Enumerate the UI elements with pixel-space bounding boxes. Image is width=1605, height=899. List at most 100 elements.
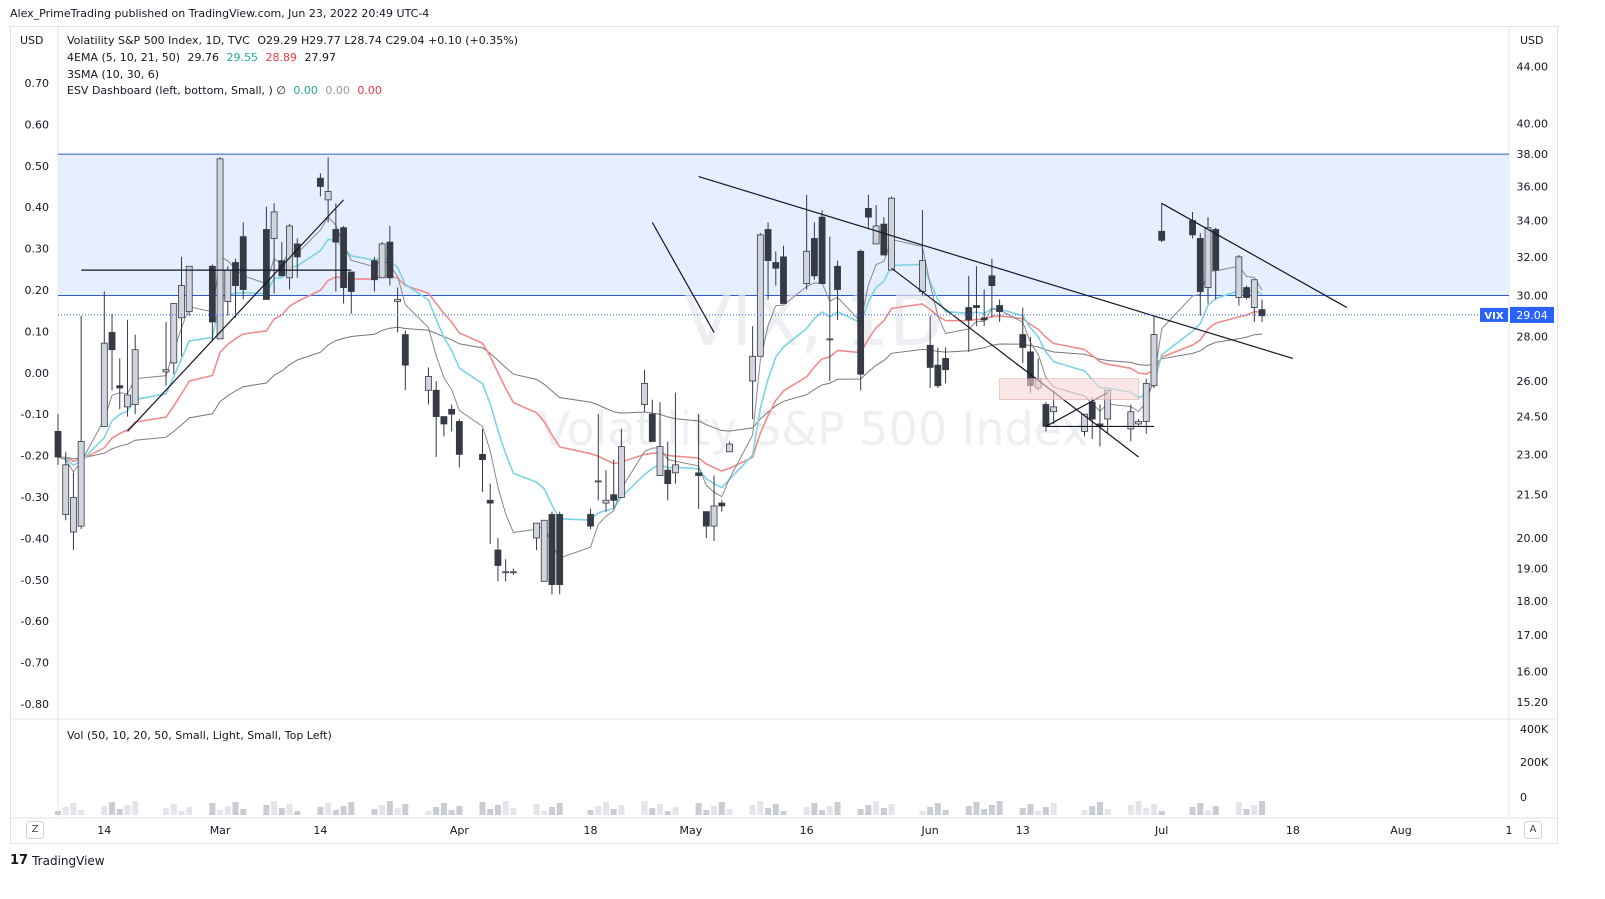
left-axis-tick: 0.20	[25, 284, 50, 297]
volume-bar	[811, 803, 818, 815]
candle-body	[926, 344, 934, 368]
time-axis-tick: Jun	[921, 824, 939, 837]
candle-body	[864, 208, 872, 218]
watermark-symbol: VIX, 1D	[684, 280, 943, 362]
volume-bar	[996, 801, 1003, 815]
volume-bar	[456, 806, 463, 815]
candle-body	[533, 522, 540, 539]
legend-title-row: Volatility S&P 500 Index, 1D, TVC O29.29…	[67, 34, 522, 47]
candle-body	[1158, 230, 1166, 241]
candle-body	[262, 229, 270, 300]
volume-bar	[278, 808, 285, 815]
candle-body	[394, 299, 401, 302]
candle-body	[178, 285, 185, 319]
candle-body	[872, 225, 880, 245]
zoom-button[interactable]: Z	[26, 821, 44, 839]
candle-body	[610, 494, 618, 501]
ema-value-1: 29.76	[187, 51, 220, 64]
volume-bar	[981, 809, 988, 815]
volume-bar	[711, 806, 718, 815]
volume-bar	[1104, 809, 1111, 815]
volume-bar	[487, 809, 494, 815]
volume-bar	[880, 808, 887, 815]
volume-bar	[657, 804, 664, 815]
volume-bar	[556, 803, 563, 815]
candle-body	[432, 389, 440, 417]
volume-axis-tick: 0	[1520, 791, 1527, 804]
esv-value-1: 0.00	[293, 84, 318, 97]
volume-bar	[1243, 809, 1250, 815]
candle-body	[455, 421, 463, 455]
candle-body	[988, 275, 996, 286]
time-axis-tick: Mar	[210, 824, 231, 837]
candle-body	[672, 464, 679, 474]
candle-body	[965, 307, 973, 321]
volume-legend[interactable]: Vol (50, 10, 20, 50, Small, Light, Small…	[67, 729, 332, 742]
candle-body	[618, 446, 625, 498]
auto-scale-button[interactable]: A	[1524, 821, 1542, 839]
right-axis-tick: 23.00	[1517, 448, 1549, 461]
volume-bar	[934, 803, 941, 815]
candle-body	[919, 260, 926, 292]
ema-21-line	[57, 275, 1263, 472]
legend-sma-row[interactable]: 3SMA (10, 30, 6)	[67, 68, 163, 81]
candle-body	[378, 243, 386, 279]
volume-bar	[757, 801, 764, 815]
candle-body	[70, 497, 77, 533]
candle-body	[934, 364, 942, 387]
left-axis-tick: 0.50	[25, 160, 50, 173]
volume-bar	[1019, 808, 1026, 815]
right-axis-tick: 40.00	[1517, 117, 1549, 130]
volume-bar	[1089, 806, 1096, 815]
volume-bar	[1035, 811, 1042, 815]
volume-bar	[170, 804, 177, 815]
volume-bar	[109, 802, 116, 815]
volume-bar	[510, 808, 517, 815]
volume-bar	[448, 810, 455, 815]
candle-body	[710, 505, 718, 527]
legend-esv-row[interactable]: ESV Dashboard (left, bottom, Small, ) ∅ …	[67, 84, 386, 97]
volume-bar	[494, 805, 501, 815]
volume-bar	[1204, 810, 1211, 815]
left-axis-tick: -0.50	[21, 574, 49, 587]
candle-body	[448, 408, 456, 415]
volume-bar	[286, 804, 293, 815]
candle-body	[749, 355, 757, 382]
sma-label: 3SMA (10, 30, 6)	[67, 68, 160, 81]
candle-body	[62, 464, 70, 515]
candle-body	[1204, 227, 1212, 288]
right-axis-tick: 17.00	[1517, 629, 1549, 642]
candle-body	[818, 216, 826, 285]
left-axis-tick: -0.70	[21, 657, 49, 670]
candle-body	[664, 469, 672, 485]
volume-bar	[988, 805, 995, 815]
candle-body	[718, 502, 726, 507]
volume-bar	[224, 806, 231, 815]
trendline-late-may	[891, 267, 1139, 458]
candle-body	[278, 260, 286, 277]
volume-bar	[332, 810, 339, 815]
candle-body	[347, 271, 355, 292]
time-axis-tick: May	[680, 824, 703, 837]
candle-body	[556, 514, 564, 585]
volume-bar	[1050, 803, 1057, 815]
tradingview-logo[interactable]: 𝟭𝟳 TradingView	[10, 853, 105, 868]
esv-value-2: 0.00	[325, 84, 350, 97]
right-axis-tick: 26.00	[1517, 375, 1549, 388]
candle-body	[1019, 334, 1027, 348]
right-axis-tick: 19.00	[1517, 563, 1549, 576]
candle-body	[980, 317, 988, 321]
time-axis-tick: Apr	[450, 824, 470, 837]
volume-bar	[541, 811, 548, 815]
volume-bar	[433, 807, 440, 815]
volume-bar	[1251, 805, 1258, 815]
time-axis-tick: 13	[1016, 824, 1030, 837]
price-tag-symbol: VIX	[1484, 311, 1503, 322]
candle-body	[224, 269, 232, 302]
volume-bar	[641, 801, 648, 815]
candle-body	[270, 211, 278, 239]
legend-ema-row[interactable]: 4EMA (5, 10, 21, 50) 29.76 29.55 28.89 2…	[67, 51, 340, 64]
candle-body	[857, 250, 865, 375]
candle-body	[131, 349, 139, 405]
